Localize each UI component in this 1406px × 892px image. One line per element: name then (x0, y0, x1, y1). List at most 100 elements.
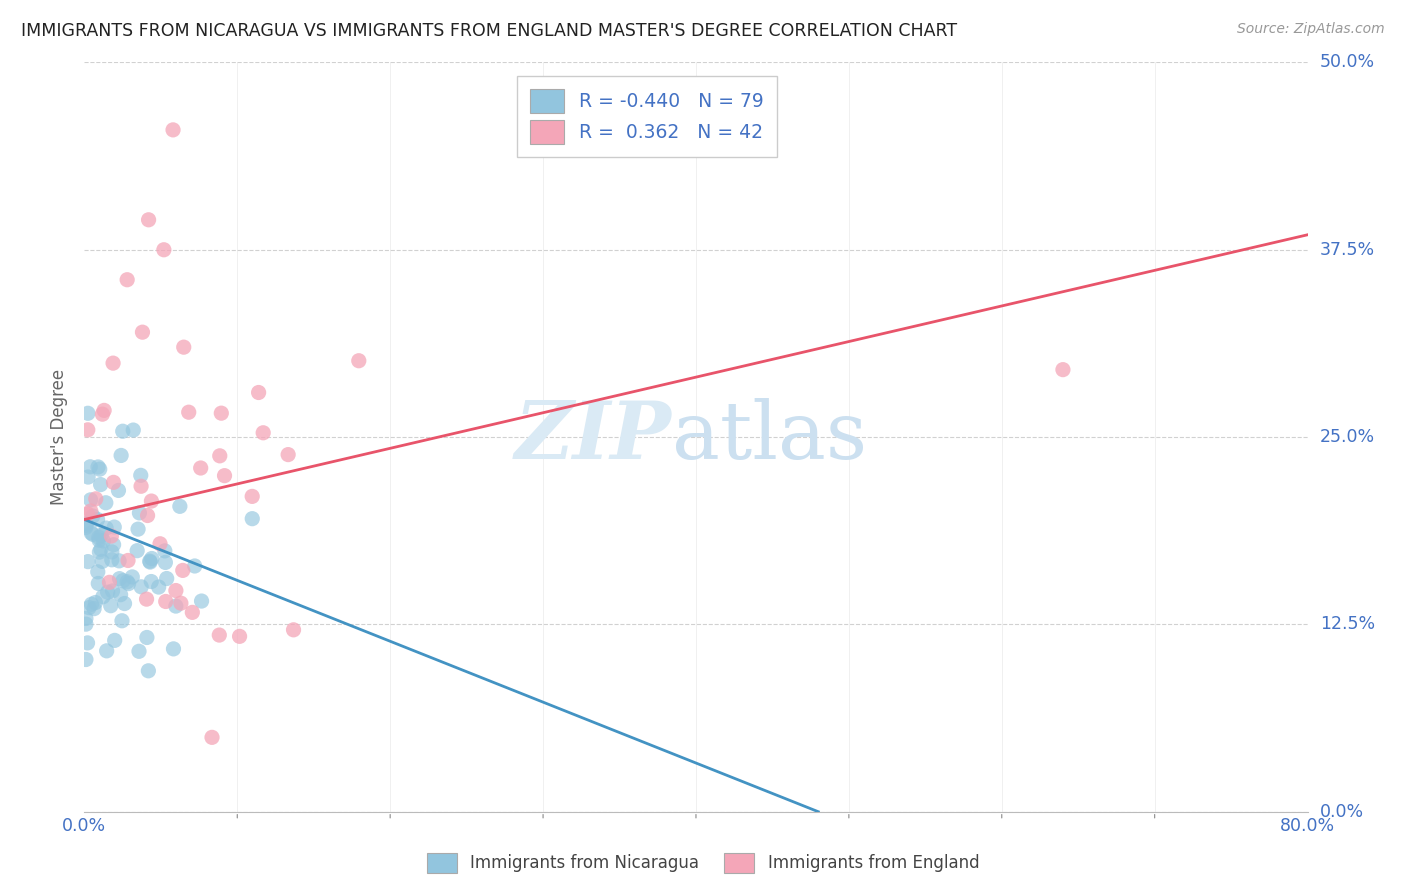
Point (252, 425, 274, 440)
Point (177, 405, 200, 419)
Point (129, 479, 152, 493)
Point (110, 449, 132, 463)
Point (128, 644, 150, 658)
Point (82, 527, 104, 541)
Point (240, 511, 263, 525)
Point (84, 595, 107, 609)
Point (127, 522, 149, 536)
Point (139, 555, 162, 569)
Point (165, 599, 187, 613)
Point (75, 518, 97, 533)
Point (131, 325, 153, 339)
Point (162, 641, 184, 656)
Text: IMMIGRANTS FROM NICARAGUA VS IMMIGRANTS FROM ENGLAND MASTER'S DEGREE CORRELATION: IMMIGRANTS FROM NICARAGUA VS IMMIGRANTS … (21, 22, 957, 40)
Point (80, 504, 103, 518)
Point (76, 636, 98, 650)
Point (91, 407, 114, 421)
Text: 12.5%: 12.5% (1320, 615, 1375, 633)
Point (201, 731, 224, 745)
Point (122, 423, 145, 437)
Point (153, 243, 176, 257)
Text: 25.0%: 25.0% (1320, 428, 1375, 446)
Point (173, 340, 195, 354)
Text: 50.0%: 50.0% (1320, 54, 1375, 71)
Point (108, 572, 131, 586)
Point (107, 483, 129, 498)
Point (86, 512, 108, 526)
Point (101, 553, 124, 567)
Point (111, 614, 134, 628)
Point (155, 594, 177, 608)
Point (138, 664, 160, 678)
Point (209, 406, 232, 420)
Point (129, 468, 152, 483)
Point (90, 528, 112, 542)
Point (153, 544, 176, 558)
Point (87, 576, 110, 591)
Point (162, 123, 184, 137)
Point (89, 462, 111, 476)
Point (100, 599, 122, 613)
Point (87, 459, 110, 474)
Y-axis label: Master's Degree: Master's Degree (51, 369, 69, 505)
Point (208, 449, 231, 463)
Point (89, 545, 111, 559)
Point (100, 529, 122, 543)
Point (94, 521, 117, 535)
Point (110, 588, 132, 602)
Point (172, 563, 194, 577)
Point (82, 509, 104, 524)
Point (170, 596, 193, 610)
Text: atlas: atlas (672, 398, 866, 476)
Point (127, 543, 149, 558)
Point (183, 559, 205, 574)
Point (77, 555, 100, 569)
Point (76, 507, 98, 521)
Point (103, 520, 125, 534)
Text: 37.5%: 37.5% (1320, 241, 1375, 259)
Point (240, 489, 263, 503)
Point (111, 424, 134, 438)
Point (87, 565, 110, 579)
Point (87, 531, 110, 545)
Point (75, 611, 97, 625)
Point (80, 597, 103, 611)
Point (108, 554, 131, 568)
Point (135, 631, 157, 645)
Point (90, 542, 112, 557)
Point (277, 448, 299, 462)
Point (93, 533, 115, 548)
Point (214, 468, 236, 483)
Point (77, 406, 100, 420)
Point (190, 461, 212, 475)
Point (77, 600, 100, 615)
Point (98, 575, 121, 590)
Point (103, 538, 125, 552)
Text: 0.0%: 0.0% (1320, 803, 1364, 821)
Point (121, 570, 143, 584)
Point (101, 356, 124, 370)
Point (101, 545, 124, 559)
Point (104, 633, 127, 648)
Point (75, 516, 97, 531)
Point (156, 572, 179, 586)
Point (141, 494, 163, 508)
Point (101, 584, 124, 599)
Point (138, 212, 160, 227)
Point (77, 470, 100, 484)
Point (148, 580, 170, 594)
Point (112, 574, 135, 588)
Point (141, 551, 163, 566)
Point (181, 606, 204, 620)
Point (347, 353, 370, 368)
Point (115, 273, 138, 287)
Point (208, 628, 231, 642)
Point (93, 403, 115, 417)
Point (141, 574, 163, 589)
Point (91, 554, 114, 568)
Point (115, 574, 138, 589)
Point (135, 592, 157, 607)
Point (117, 576, 139, 591)
Text: ZIP: ZIP (515, 399, 672, 475)
Point (83, 601, 105, 615)
